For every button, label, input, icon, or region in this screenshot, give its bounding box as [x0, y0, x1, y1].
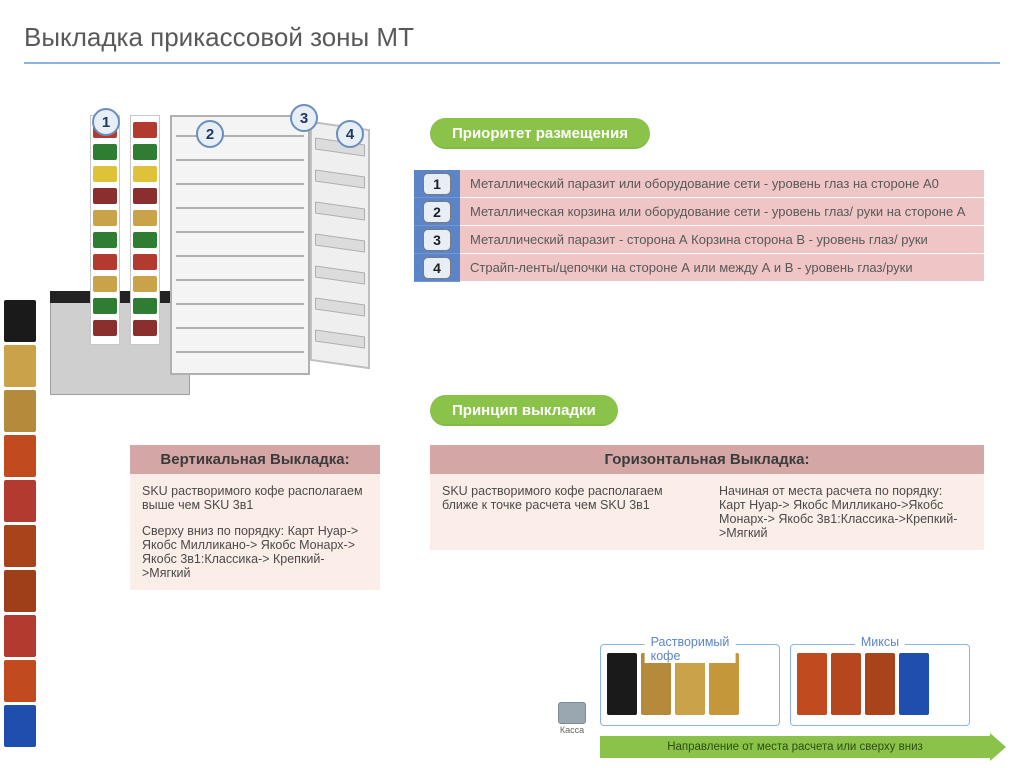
group-mixes: Миксы: [790, 644, 970, 726]
priority-num-1: 1: [414, 170, 460, 198]
strip-sku-6: [4, 570, 36, 612]
group-mixes-title: Миксы: [855, 635, 905, 649]
priority-num-4: 4: [414, 254, 460, 282]
vertical-layout-box: Вертикальная Выкладка: SKU растворимого …: [130, 445, 380, 590]
checkout-counter: [50, 295, 190, 395]
vertical-p2: Сверху вниз по порядку: Карт Нуар-> Якоб…: [142, 524, 368, 580]
wire-basket-side: [310, 121, 370, 369]
priority-row-4: Страйп-ленты/цепочки на стороне А или ме…: [460, 254, 984, 282]
priority-text-column: Металлический паразит или оборудование с…: [460, 170, 984, 282]
shelving-unit: [170, 115, 310, 375]
priority-row-3: Металлический паразит - сторона А Корзин…: [460, 226, 984, 254]
callout-3: 3: [290, 104, 318, 132]
priority-num-3: 3: [414, 226, 460, 254]
callout-4: 4: [336, 120, 364, 148]
horizontal-body: SKU растворимого кофе располагаем ближе …: [430, 474, 984, 550]
g2items-sku-0: [797, 653, 827, 715]
parasite-strip-1: [90, 115, 120, 345]
strip-sku-5: [4, 525, 36, 567]
priority-row-1: Металлический паразит или оборудование с…: [460, 170, 984, 198]
strip-sku-4: [4, 480, 36, 522]
parasite-strip-2: [130, 115, 160, 345]
priority-number-column: 1234: [414, 170, 460, 282]
pill-principle: Принцип выкладки: [430, 395, 618, 426]
horizontal-layout-box: Горизонтальная Выкладка: SKU растворимог…: [430, 445, 984, 550]
kassa-label: Касса: [560, 725, 584, 735]
g1items-sku-0: [607, 653, 637, 715]
strip-sku-9: [4, 705, 36, 747]
g2items-sku-3: [899, 653, 929, 715]
g2items-sku-1: [831, 653, 861, 715]
checkout-rack-illustration: [80, 95, 370, 435]
vertical-p1: SKU растворимого кофе располагаем выше ч…: [142, 484, 368, 512]
direction-arrow-label: Направление от места расчета или сверху …: [667, 741, 923, 753]
group-coffee: Растворимый кофе: [600, 644, 780, 726]
strip-sku-2: [4, 390, 36, 432]
horizontal-title: Горизонтальная Выкладка:: [430, 445, 984, 474]
strip-sku-3: [4, 435, 36, 477]
direction-arrow: Направление от места расчета или сверху …: [600, 736, 990, 758]
group-coffee-title: Растворимый кофе: [645, 635, 736, 663]
cash-register-icon: Касса: [552, 702, 592, 736]
priority-table: 1234 Металлический паразит или оборудова…: [414, 170, 984, 282]
title-underline: [24, 62, 1000, 64]
strip-sku-8: [4, 660, 36, 702]
g2items-sku-2: [865, 653, 895, 715]
page-title: Выкладка прикассовой зоны МТ: [24, 22, 414, 53]
strip-sku-1: [4, 345, 36, 387]
horizontal-right: Начиная от места расчета по порядку: Кар…: [719, 484, 972, 540]
horizontal-left: SKU растворимого кофе располагаем ближе …: [442, 484, 695, 540]
priority-row-2: Металлическая корзина или оборудование с…: [460, 198, 984, 226]
strip-sku-0: [4, 300, 36, 342]
vertical-title: Вертикальная Выкладка:: [130, 445, 380, 474]
vertical-body: SKU растворимого кофе располагаем выше ч…: [130, 474, 380, 590]
checkout-belt: [50, 291, 190, 303]
callout-1: 1: [92, 108, 120, 136]
priority-num-2: 2: [414, 198, 460, 226]
sku-strip-left: [4, 300, 36, 747]
callout-2: 2: [196, 120, 224, 148]
pill-priority: Приоритет размещения: [430, 118, 650, 149]
strip-sku-7: [4, 615, 36, 657]
